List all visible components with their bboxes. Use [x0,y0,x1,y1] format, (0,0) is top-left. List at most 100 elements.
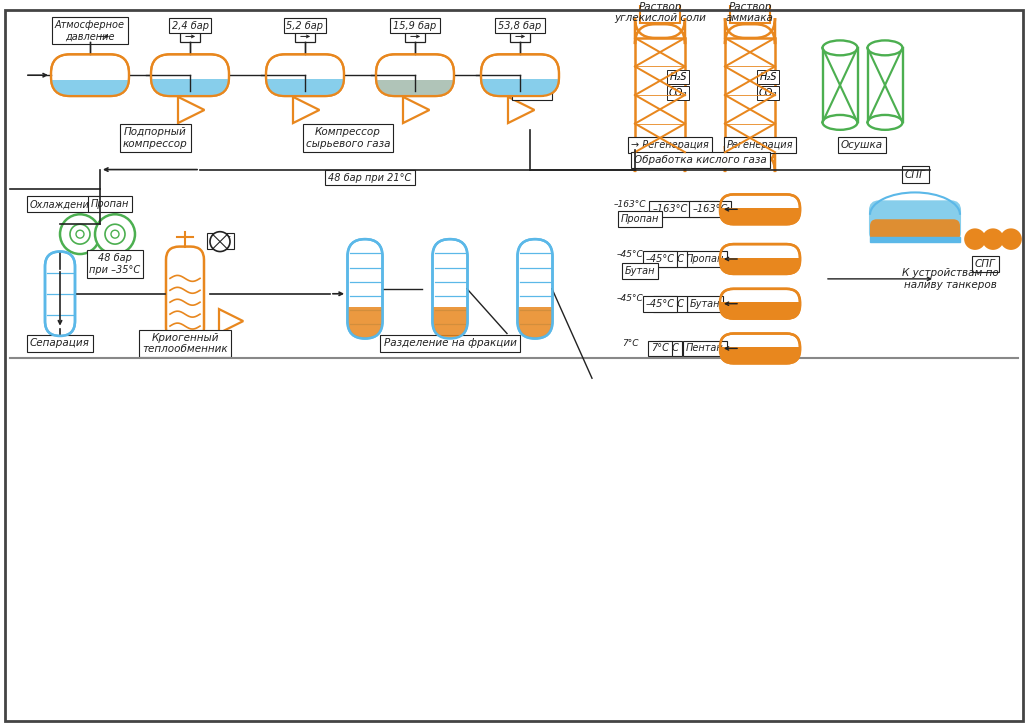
Text: 7°C: 7°C [651,343,669,354]
Polygon shape [508,97,535,123]
Bar [720,347,800,363]
Text: 48 бар при 21°C: 48 бар при 21°C [328,173,411,182]
FancyBboxPatch shape [166,247,204,341]
Text: –45°C: –45°C [656,298,685,309]
Text: Компрессор
сырьевого газа: Компрессор сырьевого газа [305,127,391,149]
Text: –163°C: –163°C [653,204,688,214]
Text: –45°C: –45°C [646,298,674,309]
Circle shape [210,232,230,251]
Polygon shape [219,309,244,333]
Text: 2,4 бар: 2,4 бар [172,20,209,30]
FancyBboxPatch shape [295,30,315,42]
FancyBboxPatch shape [95,30,115,42]
Circle shape [70,224,90,244]
Bar [868,48,903,123]
Text: –163°C: –163°C [614,200,647,209]
Text: Разделение на фракции: Разделение на фракции [383,338,516,348]
FancyBboxPatch shape [481,54,559,96]
Text: 48 бар
при –35°C: 48 бар при –35°C [89,253,141,274]
FancyBboxPatch shape [151,54,229,96]
Text: 53,8 бар: 53,8 бар [499,20,542,30]
Text: 7°C: 7°C [661,343,678,354]
Text: СПГ: СПГ [905,170,925,179]
Text: → Регенерация: → Регенерация [631,139,709,150]
Bar [635,38,685,152]
Text: Атмосферное
давление: Атмосферное давление [56,20,125,41]
FancyBboxPatch shape [720,289,800,319]
Text: СПГ: СПГ [695,204,714,214]
Polygon shape [403,97,430,123]
Text: 15,9 бар: 15,9 бар [394,20,437,30]
FancyBboxPatch shape [45,251,75,336]
Bar [725,38,775,152]
Circle shape [95,214,135,254]
FancyBboxPatch shape [870,219,960,242]
Circle shape [965,229,985,249]
Ellipse shape [868,115,903,130]
Text: CO₂: CO₂ [759,88,777,98]
Text: Пентан: Пентан [686,343,724,354]
Text: Подпорный
компрессор: Подпорный компрессор [122,127,187,149]
Circle shape [60,214,100,254]
FancyBboxPatch shape [720,244,800,274]
Text: –163°C: –163°C [693,204,728,214]
FancyBboxPatch shape [730,0,770,23]
FancyBboxPatch shape [376,54,454,96]
Text: Раствор
углекислой соли: Раствор углекислой соли [614,1,706,23]
Bar [822,48,857,123]
Text: 52 бар: 52 бар [515,87,549,97]
Bar [433,306,468,338]
Circle shape [111,230,119,238]
Text: Сепарация: Сепарация [30,338,89,348]
Circle shape [1001,229,1021,249]
Bar [481,78,559,96]
Text: CO₂: CO₂ [669,88,687,98]
FancyBboxPatch shape [180,30,200,42]
Bar [347,306,382,338]
FancyBboxPatch shape [266,54,344,96]
Text: СПГ: СПГ [210,236,230,246]
FancyBboxPatch shape [720,333,800,363]
Circle shape [105,224,125,244]
Text: –45°C: –45°C [646,254,674,264]
Text: –45°C: –45°C [617,250,644,258]
FancyBboxPatch shape [720,195,800,224]
Text: СПГ: СПГ [975,259,995,269]
Text: Бутан: Бутан [625,266,655,276]
Text: H₂S: H₂S [760,72,777,82]
Text: Пропан: Пропан [90,200,130,209]
Text: 7°C: 7°C [622,339,638,348]
Text: Регенерация: Регенерация [727,139,794,150]
Bar [720,208,800,224]
Text: Пропан: Пропан [686,254,724,264]
Bar [870,237,960,242]
Text: Пропан: Пропан [621,214,659,224]
FancyBboxPatch shape [347,239,382,338]
Circle shape [983,229,1003,249]
Bar [151,78,229,96]
Bar [51,80,128,96]
Text: H₂S: H₂S [669,72,687,82]
FancyBboxPatch shape [640,0,680,23]
Ellipse shape [868,41,903,55]
FancyBboxPatch shape [51,54,128,96]
FancyBboxPatch shape [510,30,530,42]
Bar [266,78,344,96]
FancyBboxPatch shape [635,146,685,172]
Polygon shape [293,97,320,123]
Text: 5,2 бар: 5,2 бар [287,20,324,30]
FancyBboxPatch shape [433,239,468,338]
Circle shape [76,230,84,238]
Text: Бутан: Бутан [690,298,721,309]
Text: Раствор
аммиака: Раствор аммиака [726,1,774,23]
FancyBboxPatch shape [405,30,425,42]
Text: Обработка кислого газа: Обработка кислого газа [633,155,767,165]
Bar [720,258,800,274]
Text: Криогенный
теплообменник: Криогенный теплообменник [142,333,228,354]
Bar [720,302,800,319]
Text: К устройствам по
наливу танкеров: К устройствам по наливу танкеров [902,268,998,290]
Ellipse shape [822,41,857,55]
Bar [376,80,454,96]
FancyBboxPatch shape [517,239,552,338]
FancyBboxPatch shape [725,146,775,172]
